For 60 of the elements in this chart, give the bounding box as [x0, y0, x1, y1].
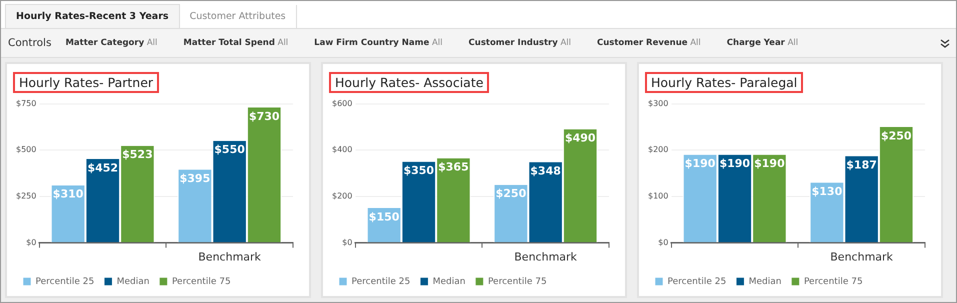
data-label: $190	[719, 157, 750, 170]
text: Customer Revenue	[597, 38, 688, 48]
x-tick-label: Benchmark	[514, 250, 578, 264]
x-tick-label: Benchmark	[830, 250, 894, 264]
data-label: $523	[122, 148, 153, 162]
text: All	[432, 38, 443, 48]
data-label: $490	[564, 132, 596, 145]
text: All	[146, 38, 158, 48]
data-label: $348	[530, 164, 561, 178]
data-label: $130	[812, 184, 843, 198]
y-tick-label: $750	[16, 98, 36, 108]
data-label: $250	[880, 129, 912, 142]
legend-label: Percentile 75	[804, 276, 863, 287]
text: Law Firm Country Name	[314, 38, 430, 48]
data-label: $190	[684, 157, 716, 170]
text: All	[560, 38, 572, 48]
data-label: $190	[754, 157, 786, 170]
text: Charge Year	[726, 38, 785, 48]
text: Customer Attributes	[180, 5, 297, 28]
legend-label: Percentile 75	[488, 276, 547, 287]
data-label: $250	[496, 187, 527, 200]
y-tick-label: $0	[342, 238, 352, 247]
data-label: $452	[87, 161, 118, 174]
x-tick-label: Benchmark	[198, 250, 262, 264]
y-tick-label: $0	[26, 238, 36, 247]
y-tick-label: $200	[332, 192, 352, 201]
text: All	[278, 38, 288, 48]
data-label: $350	[403, 164, 434, 178]
y-tick-label: $500	[16, 145, 36, 154]
legend-label: Percentile 25	[668, 276, 726, 287]
data-label: $730	[248, 110, 280, 123]
y-tick-label: $300	[648, 98, 668, 108]
legend-label: Percentile 25	[36, 276, 94, 287]
chart-title: Hourly Rates- Partner	[19, 75, 154, 90]
data-label: $150	[368, 210, 400, 224]
legend-label: Median	[116, 276, 150, 287]
y-tick-label: $400	[332, 145, 352, 154]
text: Matter Category	[65, 38, 144, 48]
data-label: $550	[214, 143, 246, 156]
data-label: $365	[438, 160, 469, 174]
data-label: $310	[52, 188, 84, 201]
text: All	[690, 38, 701, 48]
legend-label: Percentile 75	[172, 276, 231, 287]
text: All	[788, 38, 798, 48]
text: Matter Total Spend	[183, 38, 275, 48]
chart-title: Hourly Rates- Associate	[335, 75, 484, 90]
y-tick-label: $0	[658, 238, 668, 247]
legend-label: Median	[748, 276, 782, 287]
legend-label: Percentile 25	[352, 276, 410, 287]
text: Customer Industry	[468, 38, 558, 48]
y-tick-label: $600	[332, 98, 352, 108]
data-label: $395	[180, 172, 210, 185]
legend-label: Median	[432, 276, 466, 287]
data-label: $187	[846, 158, 877, 172]
y-tick-label: $100	[648, 192, 668, 201]
chart-title: Hourly Rates- Paralegal	[651, 75, 798, 90]
text: Hourly Rates-Recent 3 Years	[5, 4, 180, 28]
y-tick-label: $200	[648, 145, 668, 154]
y-tick-label: $250	[16, 192, 36, 201]
text: Controls	[8, 37, 52, 49]
